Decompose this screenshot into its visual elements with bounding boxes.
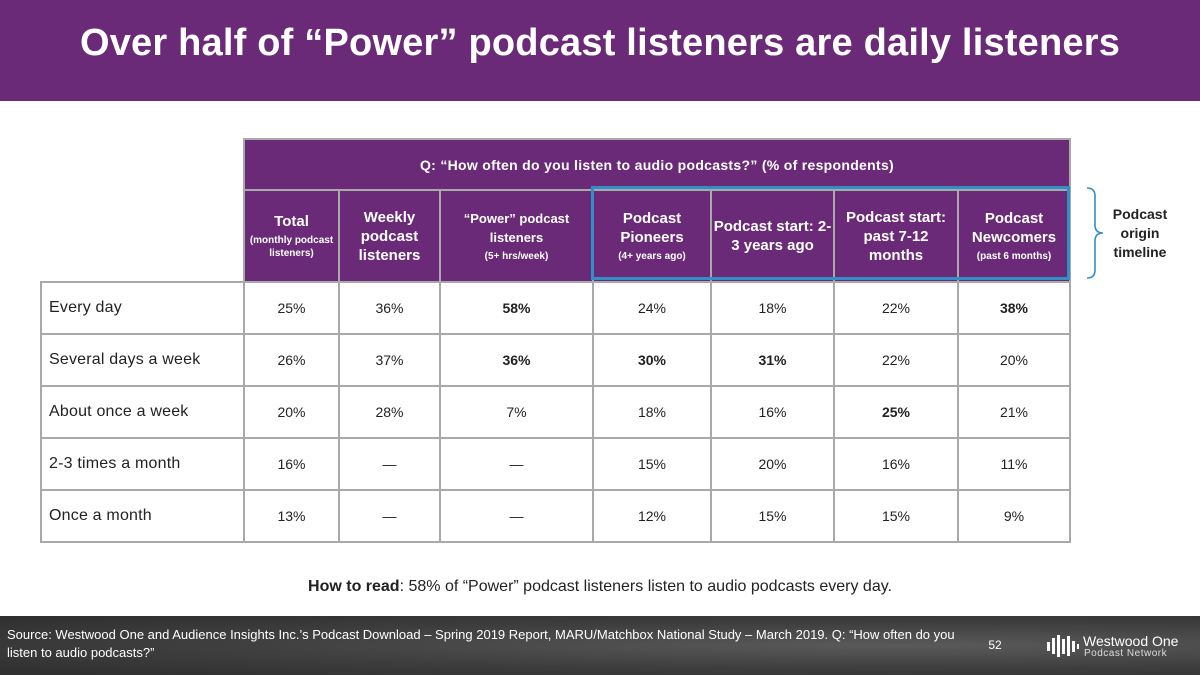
row-label: Once a month xyxy=(40,489,245,543)
side-label: Podcast origin timeline xyxy=(1112,206,1168,260)
footer-bar xyxy=(0,616,1200,675)
table-row: Once a month 13% — — 12% 15% 15% 9% xyxy=(40,489,1071,543)
column-header-weekly: Weekly podcast listeners xyxy=(338,189,441,283)
column-header-total: Total (monthly podcast listeners) xyxy=(243,189,340,283)
table-cell: 7% xyxy=(439,385,594,439)
table-cell-highlight: 25% xyxy=(833,385,959,439)
table-cell: 13% xyxy=(243,489,340,543)
table-cell: 26% xyxy=(243,333,340,387)
table-cell: 25% xyxy=(243,281,340,335)
title-bar: Over half of “Power” podcast listeners a… xyxy=(0,0,1200,101)
logo-name: Westwood One xyxy=(1083,633,1179,649)
question-header: Q: “How often do you listen to audio pod… xyxy=(243,138,1071,191)
how-to-read-text: : 58% of “Power” podcast listeners liste… xyxy=(399,578,892,595)
column-header-7-12-months: Podcast start: past 7-12 months xyxy=(833,189,959,283)
how-to-read-label: How to read xyxy=(308,578,400,595)
table-cell: 12% xyxy=(592,489,712,543)
table-cell: 20% xyxy=(710,437,835,491)
logo-subtitle: Podcast Network xyxy=(1084,648,1168,659)
table-cell: 18% xyxy=(710,281,835,335)
column-subtitle: (monthly podcast listeners) xyxy=(249,235,334,259)
survey-table: Q: “How often do you listen to audio pod… xyxy=(40,138,1071,543)
table-cell: 15% xyxy=(833,489,959,543)
table-cell: 22% xyxy=(833,333,959,387)
table-cell: 18% xyxy=(592,385,712,439)
table-cell: 11% xyxy=(957,437,1071,491)
column-subtitle: (4+ years ago) xyxy=(618,251,686,262)
table-cell: 16% xyxy=(833,437,959,491)
table-cell: 16% xyxy=(710,385,835,439)
table-cell: 21% xyxy=(957,385,1071,439)
waveform-logo-icon xyxy=(1047,635,1079,657)
table-cell: 20% xyxy=(243,385,340,439)
table-cell: 16% xyxy=(243,437,340,491)
table-row: Several days a week 26% 37% 36% 30% 31% … xyxy=(40,333,1071,387)
row-label: Every day xyxy=(40,281,245,335)
table-cell: 24% xyxy=(592,281,712,335)
column-header-newcomers: Podcast Newcomers (past 6 months) xyxy=(957,189,1071,283)
row-label: About once a week xyxy=(40,385,245,439)
brand-logo: Westwood One Podcast Network xyxy=(1046,632,1186,662)
table-row: Every day 25% 36% 58% 24% 18% 22% 38% xyxy=(40,281,1071,335)
table-cell: 9% xyxy=(957,489,1071,543)
how-to-read-note: How to read: 58% of “Power” podcast list… xyxy=(0,578,1200,596)
table-cell: — xyxy=(439,437,594,491)
table-cell-highlight: 38% xyxy=(957,281,1071,335)
column-title: Weekly podcast listeners xyxy=(358,208,421,264)
table-row: About once a week 20% 28% 7% 18% 16% 25%… xyxy=(40,385,1071,439)
page-number: 52 xyxy=(988,638,1002,652)
column-subtitle: (past 6 months) xyxy=(976,251,1052,262)
table-cell: 20% xyxy=(957,333,1071,387)
column-title: Total xyxy=(274,213,309,230)
right-brace-icon xyxy=(1086,187,1104,279)
table-cell: 28% xyxy=(338,385,441,439)
table-cell: — xyxy=(338,437,441,491)
table-cell-highlight: 30% xyxy=(592,333,712,387)
row-label: Several days a week xyxy=(40,333,245,387)
column-title: Podcast Pioneers xyxy=(620,210,684,246)
table-cell: 36% xyxy=(338,281,441,335)
row-label: 2-3 times a month xyxy=(40,437,245,491)
table-cell: 37% xyxy=(338,333,441,387)
table-cell: 22% xyxy=(833,281,959,335)
table-row: 2-3 times a month 16% — — 15% 20% 16% 11… xyxy=(40,437,1071,491)
table-cell: — xyxy=(439,489,594,543)
column-title: Podcast start: 2-3 years ago xyxy=(713,218,832,254)
column-title: “Power” podcast listeners xyxy=(463,211,570,245)
column-title: Podcast start: past 7-12 months xyxy=(845,208,947,264)
table-cell-highlight: 58% xyxy=(439,281,594,335)
column-header-2-3-years: Podcast start: 2-3 years ago xyxy=(710,189,835,283)
column-subtitle: (5+ hrs/week) xyxy=(484,251,549,262)
column-header-pioneers: Podcast Pioneers (4+ years ago) xyxy=(592,189,712,283)
page-title: Over half of “Power” podcast listeners a… xyxy=(79,22,1121,64)
table-cell-highlight: 31% xyxy=(710,333,835,387)
table-cell-highlight: 36% xyxy=(439,333,594,387)
table-cell: 15% xyxy=(592,437,712,491)
column-title: Podcast Newcomers xyxy=(971,210,1057,246)
table-cell: 15% xyxy=(710,489,835,543)
table-cell: — xyxy=(338,489,441,543)
column-header-power: “Power” podcast listeners (5+ hrs/week) xyxy=(439,189,594,283)
source-note: Source: Westwood One and Audience Insigh… xyxy=(7,627,955,660)
